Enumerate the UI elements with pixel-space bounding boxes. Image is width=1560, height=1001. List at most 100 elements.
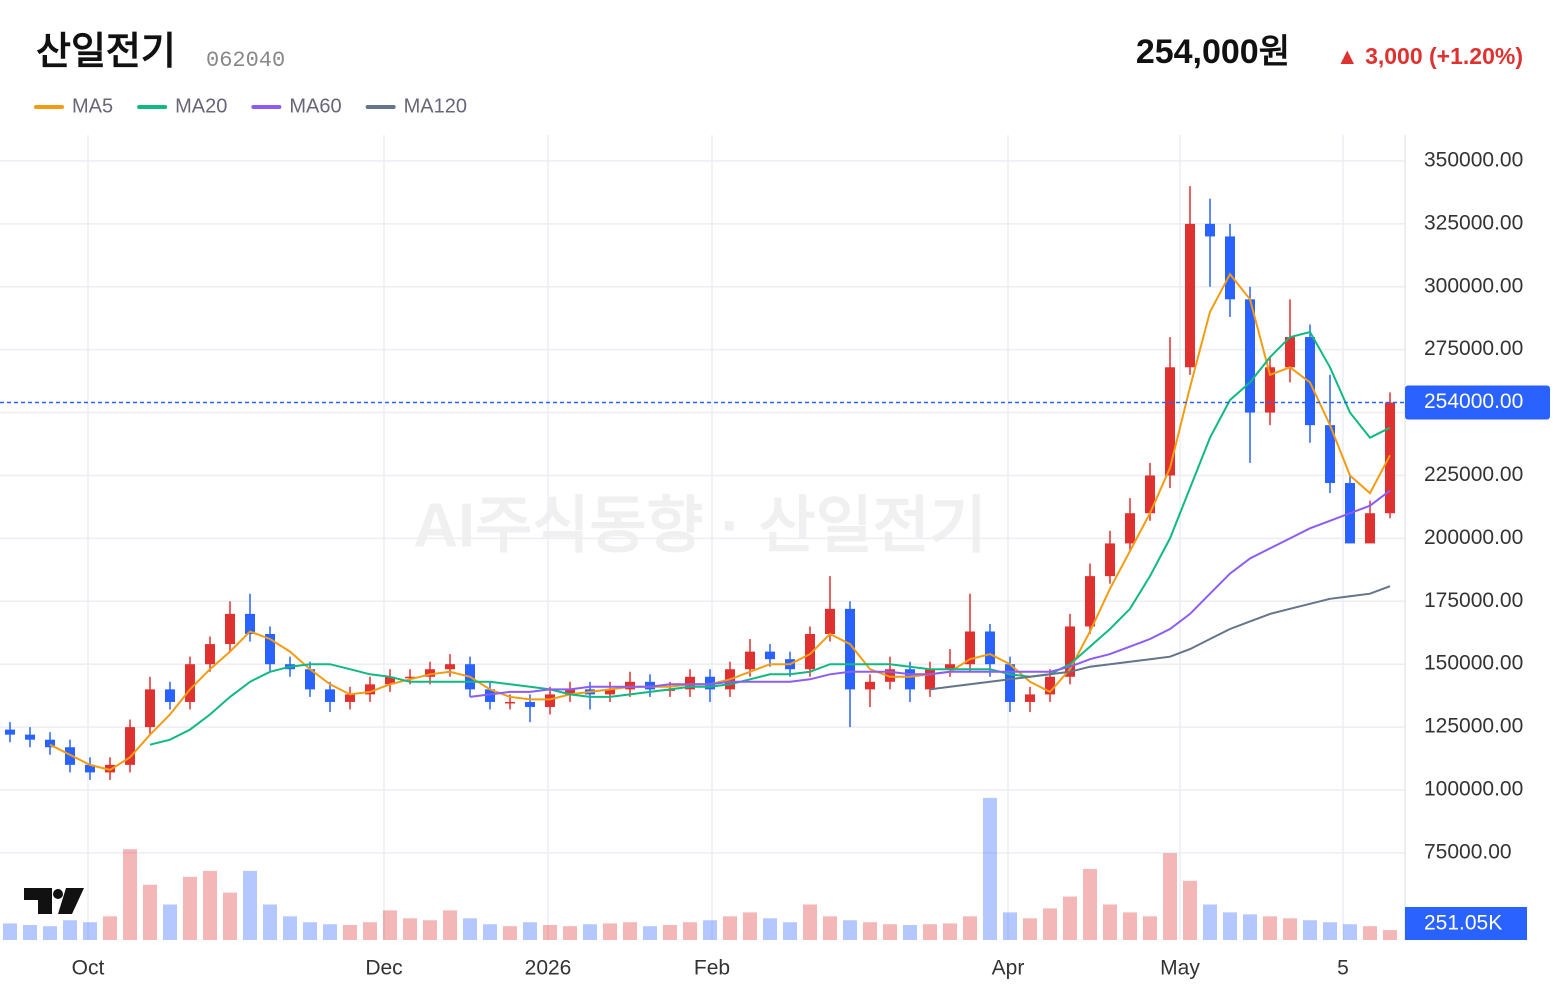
y-tick-label: 150000.00 (1424, 652, 1523, 675)
y-tick-label: 175000.00 (1424, 589, 1523, 612)
candle-body (1285, 337, 1295, 368)
legend-label: MA5 (72, 95, 113, 117)
x-tick-label: 2026 (525, 957, 572, 980)
candle-body (1245, 299, 1255, 413)
volume-bar (463, 918, 477, 940)
candle-body (625, 681, 635, 690)
y-tick-label: 125000.00 (1424, 715, 1523, 738)
volume-bar (423, 920, 437, 940)
volume-bar (283, 916, 297, 940)
legend: MA5 MA20 MA60 MA120 (34, 95, 467, 117)
volume-bar (1203, 904, 1217, 940)
volume-bar (1223, 912, 1237, 940)
volume-bar (903, 925, 917, 940)
last-price-box (1405, 385, 1550, 420)
y-tick-label: 200000.00 (1424, 526, 1523, 549)
volume-bar (383, 910, 397, 940)
volume-bar (1123, 912, 1137, 940)
candle-body (145, 689, 155, 728)
candle-body (45, 739, 55, 748)
volume-bar (663, 925, 677, 940)
x-tick-label: Feb (694, 957, 730, 980)
volume-bar (1383, 930, 1397, 940)
candle-body (805, 634, 815, 670)
volume-bar (3, 923, 17, 940)
volume-bar (1303, 920, 1317, 940)
volume-bar (583, 924, 597, 940)
candle-body (765, 651, 775, 660)
legend-label: MA20 (175, 95, 227, 117)
candle-body (545, 694, 555, 707)
candle-body (205, 644, 215, 665)
candle-body (5, 729, 15, 735)
volume-bar (843, 920, 857, 940)
volume-bar (83, 922, 97, 940)
candle-body (185, 664, 195, 702)
volume-bar (723, 916, 737, 940)
volume-bar (363, 922, 377, 940)
volume-bar (863, 922, 877, 940)
volume-bar (883, 924, 897, 940)
volume-bar (543, 925, 557, 940)
volume-bar (1043, 908, 1057, 940)
tv-logo (24, 888, 84, 914)
candle-body (845, 608, 855, 690)
volume-bar (1163, 853, 1177, 940)
volume-bar (1263, 916, 1277, 940)
ma-line (49, 272, 1391, 771)
candle-body (65, 747, 75, 765)
volume-bar (123, 849, 137, 940)
volume-bar (1283, 918, 1297, 940)
volume-bar (703, 920, 717, 940)
volume-bar (743, 912, 757, 940)
candle-body (125, 727, 135, 765)
volume-bar (803, 904, 817, 940)
candle-body (1145, 475, 1155, 514)
candle-body (925, 669, 935, 690)
candle-body (25, 734, 35, 740)
candle-body (1125, 513, 1135, 544)
volume-bar (203, 870, 217, 940)
volume-label-box (1405, 907, 1527, 940)
candle-body (1265, 367, 1275, 413)
candle-body (1385, 402, 1395, 514)
last-price-label: 254000.00 (1424, 390, 1523, 413)
y-tick-label: 300000.00 (1424, 274, 1523, 297)
volume-bar (443, 910, 457, 940)
volume-bar (343, 925, 357, 940)
plot: AI주식동향 · 산일전기 75000.00 100000.00 125000.00 1… (0, 135, 1550, 980)
volume-bar (1323, 922, 1337, 940)
candle-body (985, 631, 995, 665)
candle-body (1025, 694, 1035, 702)
volume-bar (603, 923, 617, 940)
candle-body (165, 689, 175, 702)
ma-line (929, 585, 1391, 691)
candle-body (105, 764, 115, 773)
candle-body (445, 664, 455, 670)
volume-bar (243, 870, 257, 940)
candle-body (1165, 367, 1175, 476)
candle-body (1085, 576, 1095, 627)
volume-bar (1103, 904, 1117, 940)
y-tick-label: 225000.00 (1424, 463, 1523, 486)
candle-body (1105, 543, 1115, 577)
volume-bar (1003, 912, 1017, 940)
volume-bar (683, 922, 697, 940)
volume-bar (163, 904, 177, 940)
candle-body (565, 689, 575, 695)
candle-body (305, 669, 315, 690)
volume-bar (623, 922, 637, 940)
candle-body (1045, 676, 1055, 695)
volume-bar (63, 920, 77, 940)
volume-bar (223, 892, 237, 940)
candle-body (1365, 513, 1375, 544)
candle-body (245, 613, 255, 635)
volume-bar (763, 918, 777, 940)
candle-body (85, 764, 95, 773)
candle-body (225, 613, 235, 645)
candle-body (945, 664, 955, 670)
candle-body (265, 634, 275, 665)
volume-bar (263, 904, 277, 940)
volume-bar (303, 922, 317, 940)
